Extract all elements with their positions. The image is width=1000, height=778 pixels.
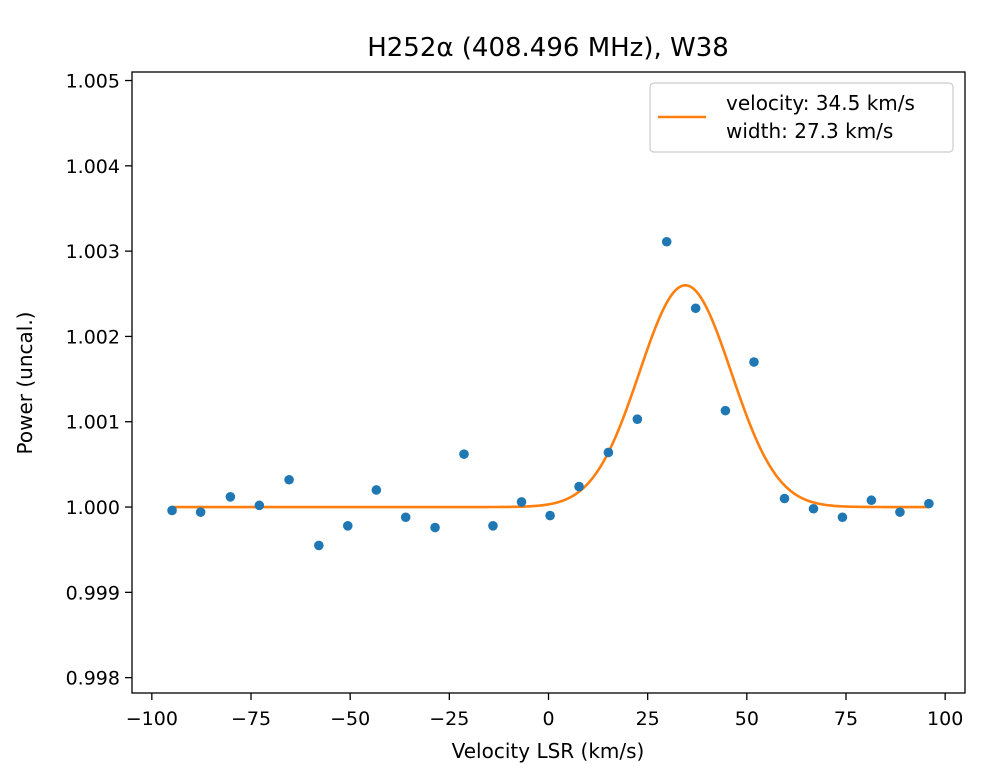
data-point <box>195 507 206 517</box>
legend-velocity-label: velocity: 34.5 km/s <box>726 91 915 115</box>
y-tick-label: 0.999 <box>66 582 120 604</box>
data-point <box>342 521 353 531</box>
y-tick-label: 1.004 <box>66 156 120 178</box>
legend-width-label: width: 27.3 km/s <box>726 119 893 143</box>
data-point <box>749 357 759 367</box>
data-point <box>400 512 411 523</box>
data-point <box>720 405 731 416</box>
data-point <box>516 497 527 507</box>
x-tick-label: 25 <box>636 708 660 730</box>
x-tick-label: −75 <box>231 708 271 730</box>
gaussian-fit-line <box>171 283 930 509</box>
plot-frame <box>131 71 966 694</box>
x-tick-label: 75 <box>834 708 858 730</box>
data-point <box>167 505 177 516</box>
data-point <box>779 493 790 504</box>
data-point <box>371 485 382 495</box>
y-tick-label: 1.005 <box>66 71 120 93</box>
chart-title: H252α (408.496 MHz), W38 <box>367 33 729 63</box>
data-point <box>603 447 614 458</box>
data-point <box>488 521 498 531</box>
x-tick-label: 50 <box>735 708 759 730</box>
data-point <box>895 507 905 517</box>
data-point <box>866 495 877 506</box>
data-point <box>632 414 643 424</box>
x-tick-label: 100 <box>927 708 963 730</box>
y-axis: 0.998 0.999 1.000 1.001 1.002 1.003 1.004 1.005 <box>66 71 132 690</box>
plot-area: −100 −75 −50 −25 0 25 50 75 100 0.998 0.999 1.000 1… <box>66 71 966 730</box>
data-point <box>314 540 324 551</box>
x-axis: −100 −75 −50 −25 0 25 50 75 100 <box>126 693 963 730</box>
y-tick-label: 1.003 <box>66 241 120 263</box>
data-point <box>430 522 440 533</box>
x-tick-label: −100 <box>126 708 178 730</box>
y-tick-label: 1.002 <box>66 326 120 348</box>
y-axis-label: Power (uncal.) <box>13 312 37 455</box>
data-points <box>167 236 934 551</box>
data-point <box>690 303 701 314</box>
legend: velocity: 34.5 km/s width: 27.3 km/s <box>649 82 954 153</box>
data-point <box>545 510 555 521</box>
data-point <box>808 503 819 514</box>
y-tick-label: 1.000 <box>66 497 120 519</box>
legend-box <box>649 82 954 153</box>
data-point <box>837 512 848 523</box>
data-point <box>924 498 934 509</box>
x-tick-label: −25 <box>429 708 469 730</box>
data-point <box>459 449 469 459</box>
y-tick-label: 0.998 <box>66 668 120 690</box>
y-tick-label: 1.001 <box>66 412 120 434</box>
x-tick-label: −50 <box>330 708 370 730</box>
x-tick-label: 0 <box>542 708 554 730</box>
data-point <box>254 500 265 511</box>
x-axis-label: Velocity LSR (km/s) <box>452 739 645 763</box>
data-point <box>284 474 294 485</box>
data-point <box>574 481 584 492</box>
data-point <box>661 236 672 247</box>
data-point <box>225 492 236 502</box>
